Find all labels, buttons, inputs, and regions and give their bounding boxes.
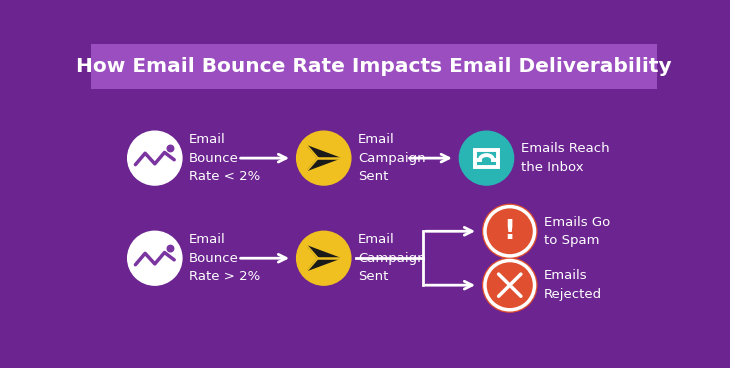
- Text: Emails
Rejected: Emails Rejected: [544, 269, 602, 301]
- Text: How Email Bounce Rate Impacts Email Deliverability: How Email Bounce Rate Impacts Email Deli…: [77, 57, 672, 76]
- FancyBboxPatch shape: [91, 44, 657, 89]
- Circle shape: [483, 204, 537, 258]
- Text: Emails Go
to Spam: Emails Go to Spam: [544, 216, 610, 247]
- Circle shape: [128, 231, 182, 285]
- Circle shape: [296, 131, 351, 185]
- Text: Email
Bounce
Rate < 2%: Email Bounce Rate < 2%: [189, 133, 260, 183]
- Polygon shape: [307, 246, 340, 258]
- Text: !: !: [504, 219, 516, 245]
- Polygon shape: [307, 158, 340, 170]
- Circle shape: [483, 258, 537, 312]
- Polygon shape: [307, 146, 340, 158]
- Text: Email
Campaign
Sent: Email Campaign Sent: [358, 133, 426, 183]
- Circle shape: [128, 131, 182, 185]
- Text: Email
Bounce
Rate > 2%: Email Bounce Rate > 2%: [189, 233, 260, 283]
- Circle shape: [296, 231, 351, 285]
- Circle shape: [167, 245, 174, 252]
- Text: Email
Campaign
Sent: Email Campaign Sent: [358, 233, 426, 283]
- Polygon shape: [307, 258, 340, 270]
- Circle shape: [459, 131, 514, 185]
- Text: Emails Reach
the Inbox: Emails Reach the Inbox: [520, 142, 610, 174]
- Circle shape: [167, 145, 174, 152]
